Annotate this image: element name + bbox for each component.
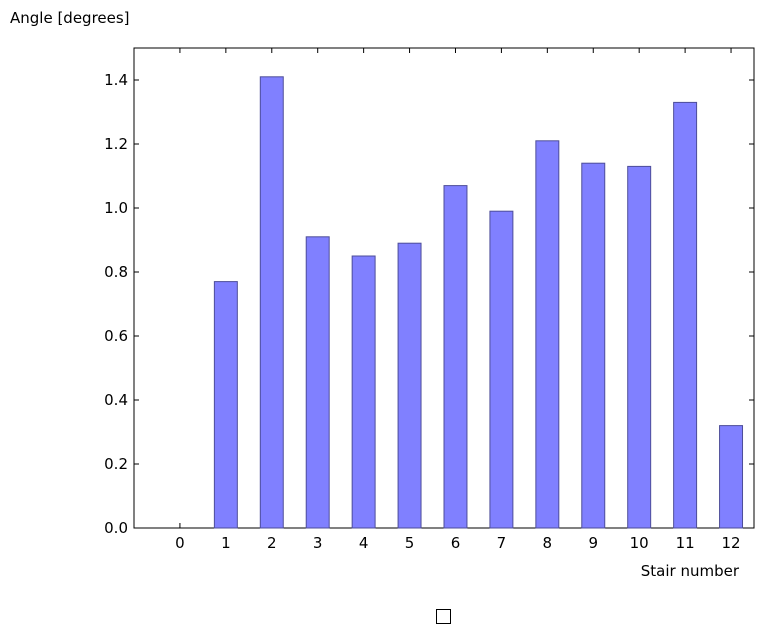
x-tick-label: 7 [497, 534, 507, 552]
x-tick-label: 1 [221, 534, 231, 552]
bar-stair-2 [259, 76, 284, 529]
x-tick-label: 11 [676, 534, 695, 552]
y-axis-title: Angle [degrees] [10, 9, 130, 27]
x-tick-label: 10 [630, 534, 649, 552]
bar-stair-6 [443, 185, 468, 529]
x-tick-label: 0 [175, 534, 185, 552]
x-tick-label: 3 [313, 534, 323, 552]
y-tick-label: 0.4 [104, 391, 128, 409]
bar-stair-11 [673, 101, 698, 529]
bar-stair-8 [535, 140, 560, 529]
bar-stair-5 [397, 242, 422, 529]
y-axis: 0.0 0.2 0.4 0.6 0.8 1.0 1.2 1.4 [104, 71, 754, 537]
bar-stair-4 [351, 255, 376, 529]
bar-stair-12 [719, 425, 744, 529]
x-tick-label: 6 [451, 534, 461, 552]
legend-marker [436, 609, 451, 624]
bar-stair-7 [489, 210, 514, 529]
y-tick-label: 0.8 [104, 263, 128, 281]
bar-stair-10 [627, 165, 652, 529]
x-tick-label: 8 [543, 534, 553, 552]
y-tick-label: 1.2 [104, 135, 128, 153]
x-tick-label: 5 [405, 534, 415, 552]
bar-stair-3 [305, 236, 330, 529]
y-tick-label: 0.2 [104, 455, 128, 473]
bar-series [213, 76, 744, 529]
x-tick-label: 12 [721, 534, 740, 552]
x-tick-label: 4 [359, 534, 369, 552]
y-tick-label: 1.0 [104, 199, 128, 217]
y-tick-label: 0.6 [104, 327, 128, 345]
x-axis-title: Stair number [641, 562, 740, 580]
x-tick-label: 9 [588, 534, 598, 552]
bar-stair-1 [213, 281, 238, 529]
bar-stair-9 [581, 162, 606, 529]
x-tick-label: 2 [267, 534, 277, 552]
y-tick-label: 1.4 [104, 71, 128, 89]
y-tick-label: 0.0 [104, 519, 128, 537]
